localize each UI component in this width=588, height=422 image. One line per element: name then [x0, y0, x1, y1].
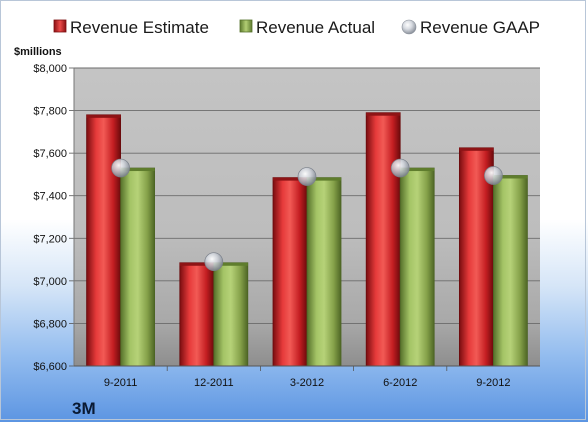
- bar-top-actual: [400, 168, 435, 172]
- marker-revenue-gaap: [297, 167, 317, 186]
- y-tick-label: $6,600: [33, 361, 67, 373]
- bar-revenue-actual: [399, 167, 435, 367]
- x-axis: 9-2011 12-2011 3-2012 6-2012 9-2012: [74, 365, 540, 389]
- y-tick-label: $7,000: [33, 276, 67, 288]
- company-name: 3M: [72, 399, 96, 418]
- bar-revenue-estimate: [272, 177, 308, 367]
- bar-revenue-estimate: [86, 114, 121, 367]
- bar-top-actual: [493, 175, 528, 179]
- bar-top-actual: [307, 177, 341, 181]
- bar-top-estimate: [86, 114, 121, 118]
- marker-revenue-gaap: [111, 158, 130, 178]
- bar-top-actual: [213, 262, 248, 266]
- x-tick-label: 9-2012: [476, 377, 510, 389]
- bar-revenue-actual: [213, 262, 249, 367]
- bar-top-estimate: [459, 147, 494, 151]
- y-tick-label: $7,400: [33, 191, 67, 203]
- bar-top-estimate: [179, 262, 214, 266]
- y-tick-label: $7,800: [33, 106, 67, 118]
- x-tick-label: 6-2012: [383, 377, 417, 389]
- bar-revenue-actual: [120, 167, 155, 367]
- marker-revenue-gaap: [204, 252, 224, 272]
- y-axis: $6,600 $6,800 $7,000 $7,200 $7,400 $7,600 $7,8…: [33, 63, 75, 373]
- marker-revenue-gaap: [390, 158, 410, 178]
- marker-revenue-gaap: [484, 166, 503, 185]
- x-tick-label: 9-2011: [104, 377, 137, 389]
- bar-revenue-estimate: [179, 262, 215, 367]
- legend-label-actual: Revenue Actual: [256, 18, 375, 37]
- legend-marker-gaap: [401, 19, 417, 35]
- bar-revenue-estimate: [458, 147, 494, 367]
- bar-revenue-actual: [306, 177, 342, 367]
- x-tick-label: 12-2011: [194, 377, 234, 389]
- bar-top-estimate: [366, 112, 401, 116]
- y-axis-unit-label: $millions: [14, 46, 62, 58]
- bars: [86, 112, 528, 367]
- bar-top-actual: [120, 168, 155, 172]
- y-tick-label: $7,200: [33, 233, 67, 245]
- x-tick-label: 3-2012: [290, 377, 324, 389]
- y-tick-label: $8,000: [33, 63, 67, 75]
- legend-swatch-estimate: [53, 19, 67, 33]
- legend-swatch-actual: [239, 19, 253, 33]
- bar-revenue-estimate: [365, 112, 401, 367]
- legend-label-gaap: Revenue GAAP: [420, 18, 540, 37]
- bar-revenue-actual: [492, 175, 528, 367]
- gaap-markers: [111, 158, 503, 272]
- legend: Revenue Estimate Revenue Actual Revenue …: [53, 18, 540, 37]
- legend-label-estimate: Revenue Estimate: [70, 18, 209, 37]
- y-tick-label: $7,600: [33, 148, 67, 160]
- bar-top-estimate: [273, 177, 307, 181]
- y-tick-label: $6,800: [33, 318, 67, 330]
